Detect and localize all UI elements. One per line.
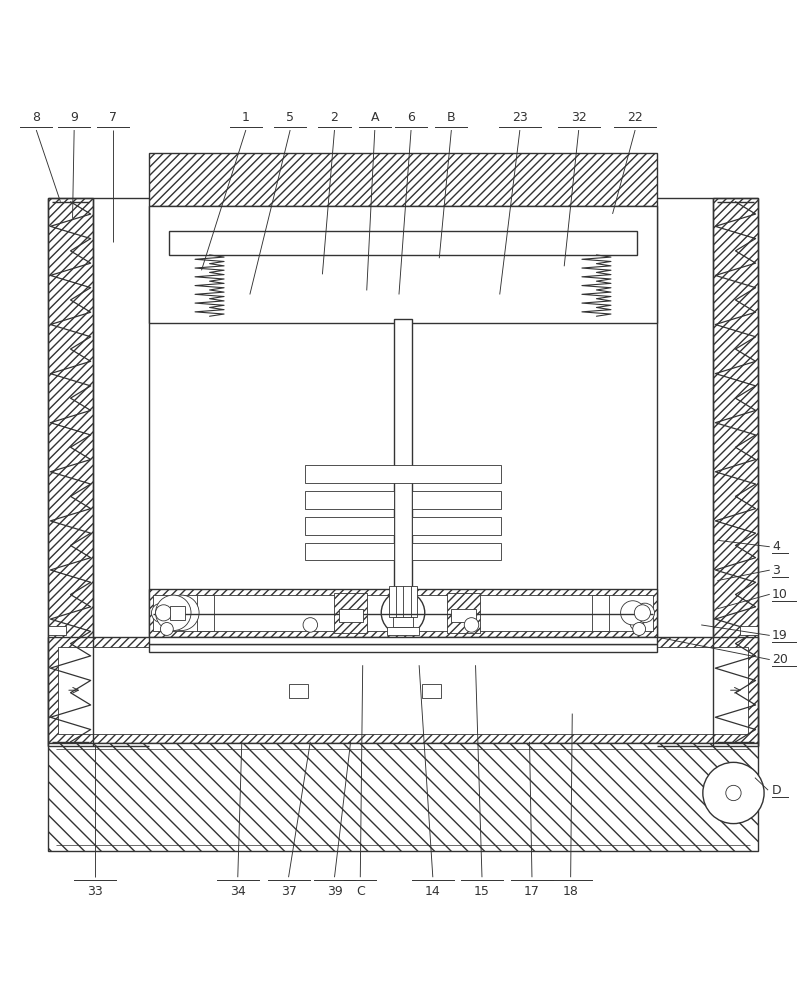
Text: 10: 10 (772, 588, 788, 601)
Bar (339, 609, 363, 622)
Circle shape (633, 623, 646, 635)
Bar (170, 606, 185, 620)
Bar (393, 617, 413, 627)
Bar (48, 637, 758, 743)
Text: D: D (772, 784, 782, 797)
Bar (305, 543, 394, 560)
Text: 6: 6 (407, 111, 415, 124)
Text: 18: 18 (563, 885, 579, 898)
Text: 39: 39 (326, 885, 343, 898)
Text: 7: 7 (109, 111, 117, 124)
Text: 5: 5 (286, 111, 294, 124)
Bar (48, 743, 758, 851)
Bar (48, 198, 93, 746)
Bar (592, 595, 609, 631)
Circle shape (635, 603, 654, 623)
Bar (149, 637, 657, 644)
Text: 3: 3 (772, 564, 780, 577)
Circle shape (381, 591, 425, 635)
Bar (58, 647, 748, 734)
Text: 22: 22 (627, 111, 643, 124)
Text: 9: 9 (70, 111, 78, 124)
Circle shape (725, 785, 742, 801)
Bar (422, 684, 441, 698)
Text: 8: 8 (32, 111, 40, 124)
Circle shape (156, 605, 172, 621)
Bar (447, 593, 480, 633)
Text: 34: 34 (230, 885, 246, 898)
Text: 23: 23 (512, 111, 528, 124)
Text: A: A (371, 111, 379, 124)
Circle shape (634, 605, 650, 621)
Text: 15: 15 (474, 885, 490, 898)
Bar (149, 206, 657, 323)
Bar (394, 319, 412, 589)
Text: B: B (447, 111, 455, 124)
Bar (197, 595, 214, 631)
Circle shape (464, 618, 479, 632)
Bar (289, 684, 308, 698)
Text: 14: 14 (425, 885, 441, 898)
Text: C: C (356, 885, 364, 898)
Ellipse shape (629, 611, 644, 631)
Bar (412, 543, 501, 560)
Bar (149, 644, 657, 652)
Bar (149, 153, 657, 206)
Bar (305, 465, 501, 483)
Circle shape (156, 595, 191, 631)
Text: 33: 33 (87, 885, 103, 898)
Bar (305, 491, 394, 509)
Circle shape (621, 601, 645, 625)
Text: 4: 4 (772, 540, 780, 553)
Text: 37: 37 (280, 885, 297, 898)
Text: 20: 20 (772, 653, 788, 666)
Bar (713, 198, 758, 746)
Circle shape (303, 618, 318, 632)
Bar (334, 593, 367, 633)
Text: 1: 1 (242, 111, 250, 124)
Text: 2: 2 (330, 111, 339, 124)
Bar (305, 517, 394, 535)
Bar (153, 595, 653, 631)
Bar (149, 589, 657, 637)
Circle shape (703, 762, 764, 824)
Bar (388, 627, 418, 635)
Bar (169, 231, 637, 255)
Text: 19: 19 (772, 629, 788, 642)
Circle shape (164, 595, 199, 631)
Text: 17: 17 (524, 885, 540, 898)
Bar (149, 206, 657, 637)
Bar (48, 626, 66, 635)
Text: 32: 32 (571, 111, 587, 124)
Circle shape (160, 623, 173, 635)
Bar (412, 517, 501, 535)
Bar (451, 609, 476, 622)
Bar (388, 586, 418, 617)
Circle shape (152, 603, 171, 623)
Bar (740, 626, 758, 635)
Bar (412, 491, 501, 509)
